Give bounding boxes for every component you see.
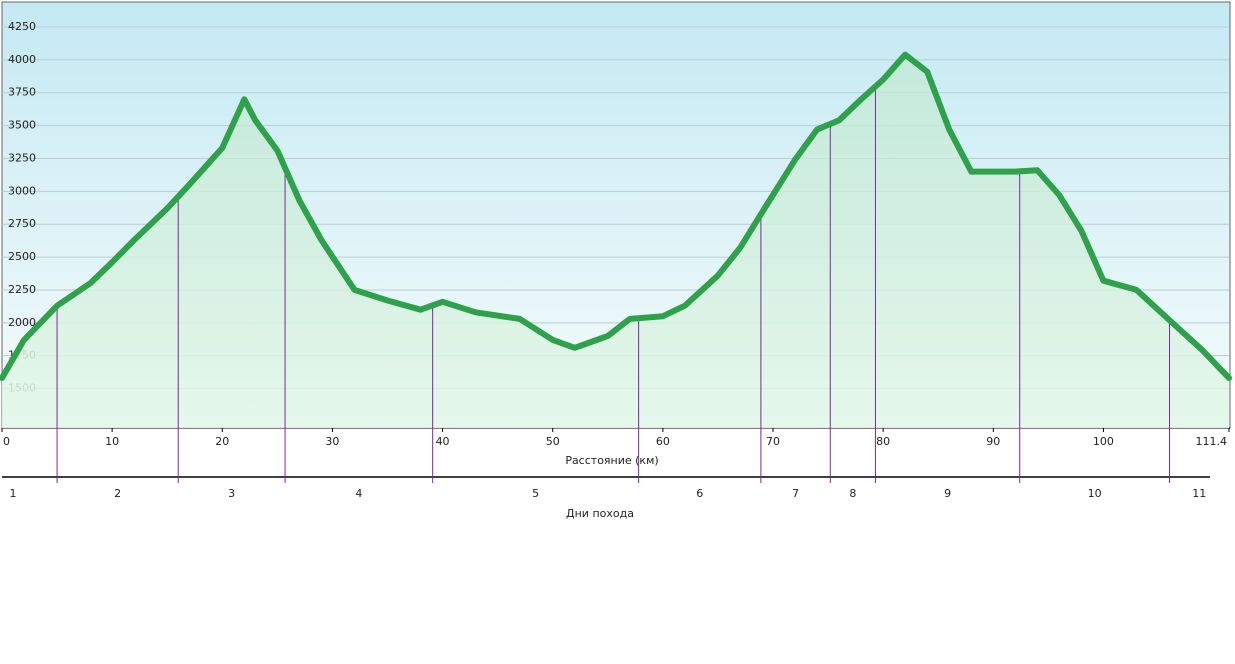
y-tick-label: 2750 — [8, 217, 36, 230]
y-tick-label: 3000 — [8, 184, 36, 197]
day-label: 11 — [1192, 487, 1206, 500]
x-tick-label: 90 — [986, 435, 1000, 448]
x-tick-label: 0 — [3, 435, 10, 448]
x-tick-label: 40 — [436, 435, 450, 448]
x-tick-label: 80 — [876, 435, 890, 448]
day-label: 8 — [849, 487, 856, 500]
y-tick-label: 2250 — [8, 283, 36, 296]
x-tick-label: 100 — [1093, 435, 1114, 448]
y-tick-label: 2000 — [8, 316, 36, 329]
day-label: 7 — [792, 487, 799, 500]
day-label: 9 — [944, 487, 951, 500]
x-tick-label: 60 — [656, 435, 670, 448]
day-label: 3 — [228, 487, 235, 500]
day-label: 1 — [10, 487, 17, 500]
day-label: 6 — [696, 487, 703, 500]
x-tick-label: 50 — [546, 435, 560, 448]
y-tick-label: 3250 — [8, 151, 36, 164]
x-tick-label: 10 — [105, 435, 119, 448]
x-tick-label: 30 — [325, 435, 339, 448]
y-tick-label: 4000 — [8, 53, 36, 66]
y-tick-label: 4250 — [8, 20, 36, 33]
day-label: 5 — [532, 487, 539, 500]
day-label: 2 — [114, 487, 121, 500]
y-tick-label: 3750 — [8, 86, 36, 99]
day-axis-label: Дни похода — [566, 507, 634, 520]
day-label: 4 — [355, 487, 362, 500]
x-tick-label: 70 — [766, 435, 780, 448]
y-tick-label: 2500 — [8, 250, 36, 263]
x-tick-label: 111.4 — [1196, 435, 1228, 448]
area-fill — [2, 54, 1229, 428]
x-tick-label: 20 — [215, 435, 229, 448]
day-label: 10 — [1088, 487, 1102, 500]
x-axis-label: Расстояние (км) — [565, 454, 658, 467]
elevation-line — [0, 51, 1232, 381]
y-tick-label: 3500 — [8, 119, 36, 132]
